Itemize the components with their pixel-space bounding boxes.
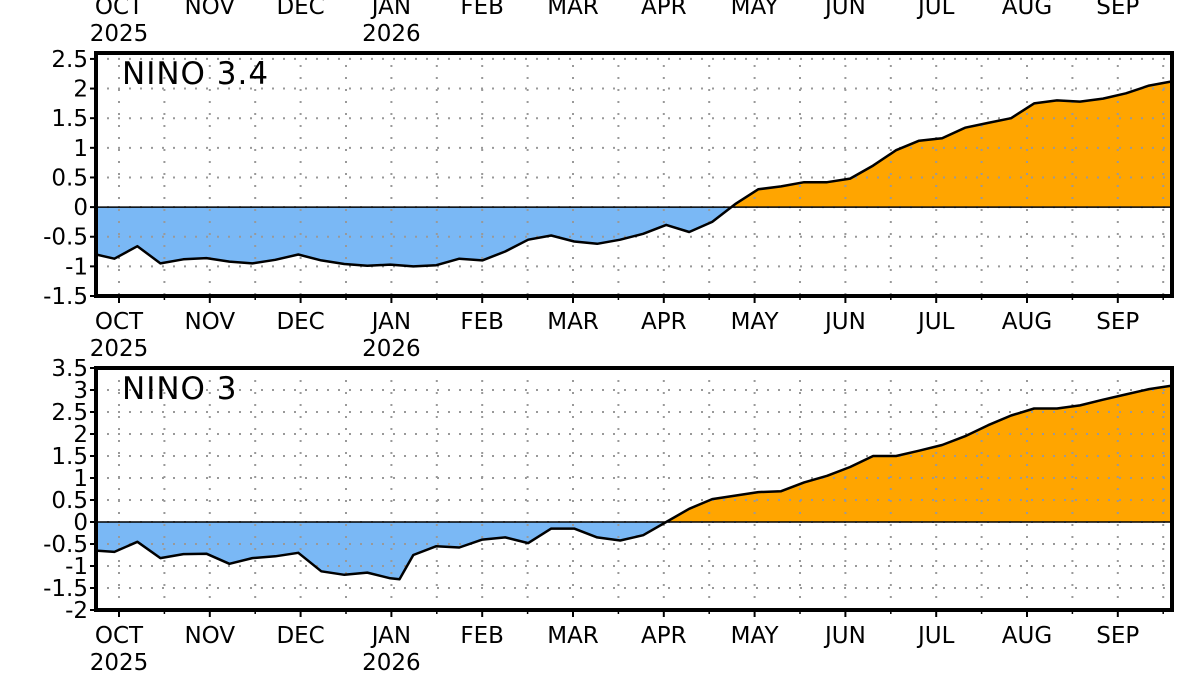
nino34-x-tick-label-jan: JAN: [370, 309, 411, 335]
nino3-y-tick-label: 1.5: [51, 444, 88, 470]
nino34-x-tick-label-jun: JUN: [823, 309, 866, 335]
top-month-label-feb: FEB: [460, 0, 504, 20]
nino34-y-tick-label: -0.5: [43, 225, 88, 251]
nino3-x-tick-label-apr: APR: [641, 623, 687, 649]
nino3-y-tick-label: -1: [65, 554, 88, 580]
nino34-x-tick-label-apr: APR: [641, 309, 687, 335]
top-month-label-jul: JUL: [916, 0, 955, 20]
nino34-y-tick-label: -1: [65, 254, 88, 280]
nino3-series-line: [96, 384, 1172, 581]
nino34-x-tick-label-feb: FEB: [460, 309, 504, 335]
top-month-label-may: MAY: [731, 0, 780, 20]
nino34-x-tick-label-jul: JUL: [916, 309, 955, 335]
nino34-x-year-label-2025: 2025: [90, 336, 149, 362]
nino34-x-tick-label-sep: SEP: [1096, 309, 1139, 335]
nino34-positive-anomaly-area: [731, 81, 1172, 208]
nino3-x-year-label-2025: 2025: [90, 650, 149, 675]
top-month-label-aug: AUG: [1002, 0, 1052, 20]
nino3-y-tick-label: -1.5: [43, 576, 88, 602]
nino3-positive-anomaly-area: [96, 385, 1172, 522]
nino34-series-line: [96, 80, 1172, 268]
top-month-label-dec: DEC: [276, 0, 324, 20]
nino3-y-tick-label: -2: [65, 598, 88, 624]
top-year-label-2025: 2025: [90, 21, 149, 47]
nino34-x-tick-label-aug: AUG: [1002, 309, 1052, 335]
nino3-y-tick-label: 0.5: [51, 488, 88, 514]
nino34-panel-title: NINO 3.4: [122, 56, 269, 92]
nino3-x-tick-label-may: MAY: [731, 623, 780, 649]
nino34-x-year-label-2026: 2026: [362, 336, 421, 362]
top-month-label-sep: SEP: [1096, 0, 1139, 20]
top-month-label-mar: MAR: [547, 0, 599, 20]
nino34-y-tick-label: 1: [73, 136, 88, 162]
nino3-panel-title: NINO 3: [122, 371, 238, 407]
nino3-x-tick-label-mar: MAR: [547, 623, 599, 649]
nino3-x-tick-label-jul: JUL: [916, 623, 955, 649]
nino3-x-tick-label-jan: JAN: [370, 623, 411, 649]
nino3-x-tick-label-feb: FEB: [460, 623, 504, 649]
nino34-y-tick-label: 1.5: [51, 106, 88, 132]
nino34-x-tick-label-oct: OCT: [95, 309, 144, 335]
nino3-y-tick-label: 1: [73, 466, 88, 492]
top-month-label-oct: OCT: [95, 0, 144, 20]
nino3-y-tick-label: 3: [73, 378, 88, 404]
nino34-y-tick-label: 0.5: [51, 165, 88, 191]
nino3-y-tick-label: 2.5: [51, 400, 88, 426]
nino3-x-tick-label-oct: OCT: [95, 623, 144, 649]
nino34-panel: 2.5 2 1.5 1 0.5 0 -0.5 -1 -1.5 OCT NOV DEC JAN FEB MAR…: [43, 47, 1174, 362]
nino3-x-tick-label-nov: NOV: [184, 623, 235, 649]
nino34-y-tick-label: 0: [73, 195, 88, 221]
nino3-x-tick-label-dec: DEC: [276, 623, 324, 649]
nino34-frame: [94, 51, 1174, 298]
top-month-label-nov: NOV: [184, 0, 235, 20]
top-year-label-2026: 2026: [362, 21, 421, 47]
nino34-y-tick-label: 2: [73, 77, 88, 103]
nino34-x-tick-label-mar: MAR: [547, 309, 599, 335]
top-month-label-apr: APR: [641, 0, 687, 20]
top-month-label-jun: JUN: [823, 0, 866, 20]
nino34-x-tick-label-dec: DEC: [276, 309, 324, 335]
nino3-negative-anomaly-area: [96, 522, 1172, 580]
top-month-axis: OCT NOV DEC JAN FEB MAR APR MAY JUN JUL AUG SEP 2025…: [90, 0, 1140, 47]
nino3-x-tick-label-jun: JUN: [823, 623, 866, 649]
nino3-y-tick-label: 2: [73, 422, 88, 448]
nino3-y-tick-label: -0.5: [43, 532, 88, 558]
top-month-label-jan: JAN: [370, 0, 411, 20]
nino34-negative-anomaly-area: [96, 207, 1172, 267]
nino3-y-tick-label: 3.5: [51, 356, 88, 382]
nino34-y-tick-label: -1.5: [43, 284, 88, 310]
nino34-grid: [96, 53, 1172, 296]
nino3-x-year-label-2026: 2026: [362, 650, 421, 675]
nino34-x-tick-label-may: MAY: [731, 309, 780, 335]
nino3-panel: 3.532.521.510.50-0.5-1-1.5-2 OCT NOV DEC JAN…: [43, 356, 1174, 675]
nino3-frame: [94, 366, 1174, 612]
nino3-x-tick-label-sep: SEP: [1096, 623, 1139, 649]
nino34-y-tick-label: 2.5: [51, 47, 88, 73]
nino3-y-tick-label: 0: [73, 510, 88, 536]
nino3-x-tick-label-aug: AUG: [1002, 623, 1052, 649]
nino34-x-tick-label-nov: NOV: [184, 309, 235, 335]
nino3-grid: [96, 368, 1172, 610]
